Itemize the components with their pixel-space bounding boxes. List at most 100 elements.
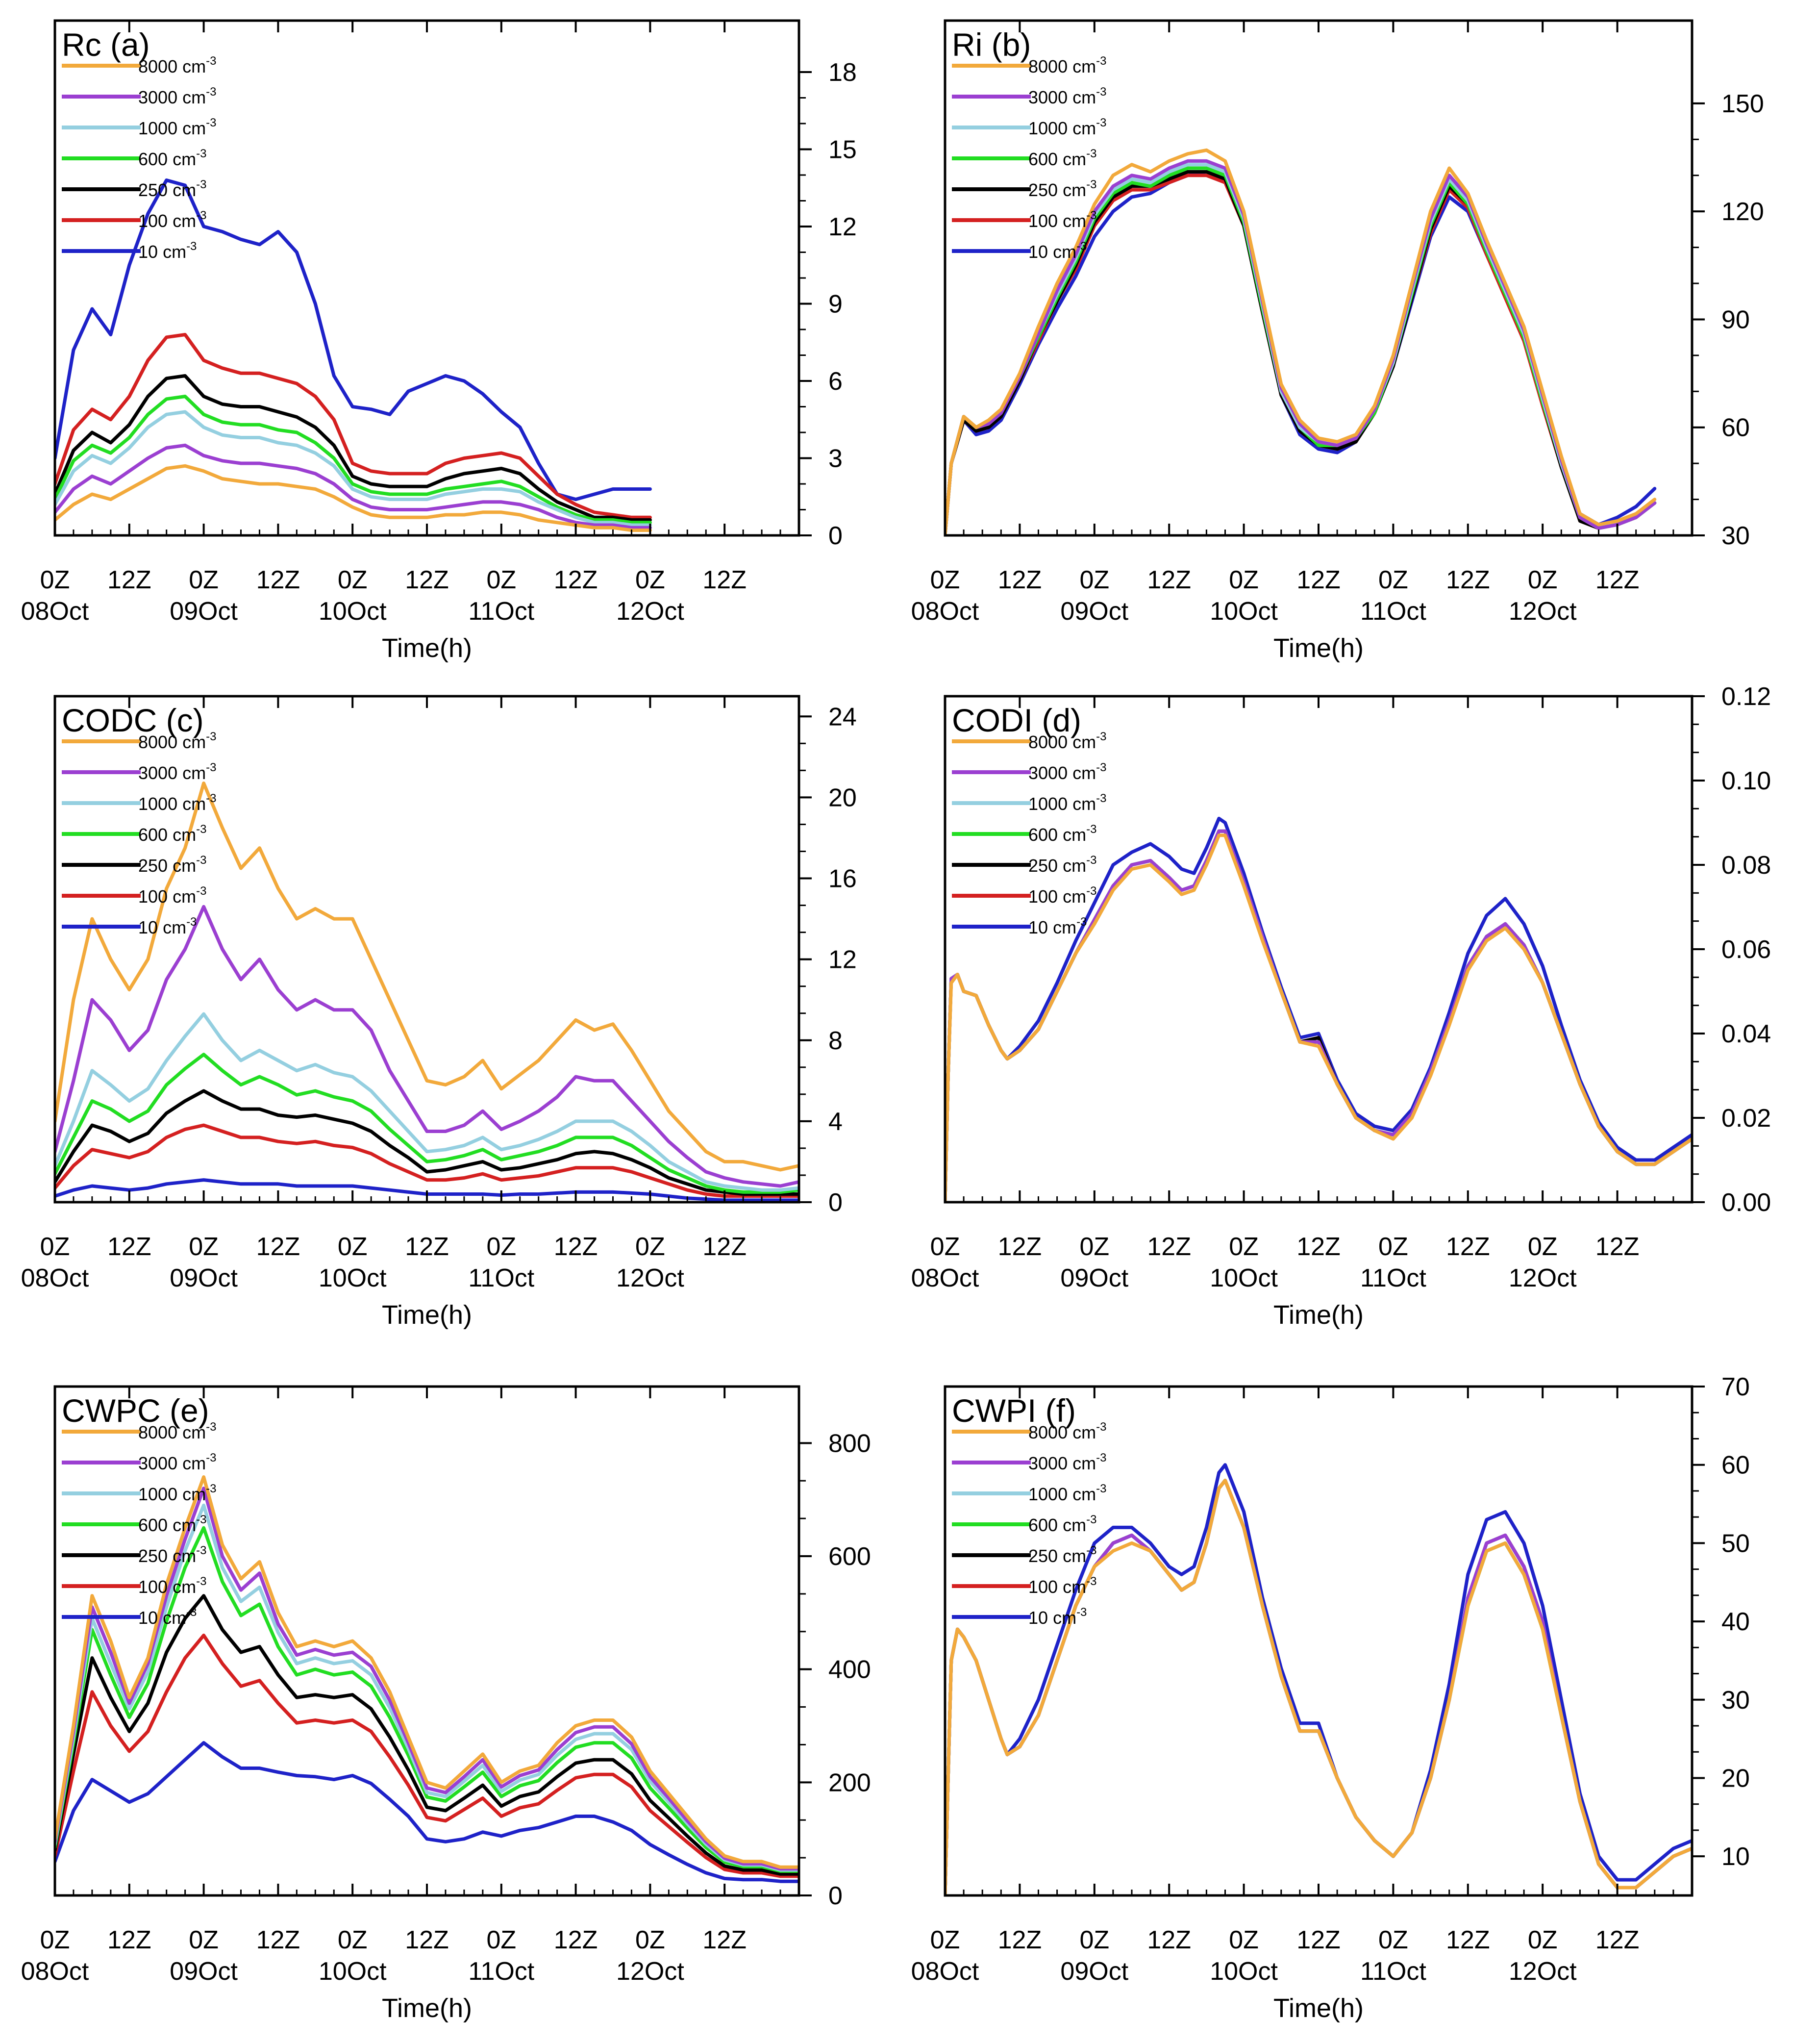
x-tick-date-label: 08Oct <box>911 1957 979 1986</box>
series-line-8000 <box>945 833 1692 1202</box>
x-tick-label: 0Z <box>40 1926 70 1954</box>
panel-title: CODC (c) <box>62 702 204 738</box>
legend-label: 1000 cm-3 <box>1028 792 1106 814</box>
x-tick-date-label: 12Oct <box>1509 1957 1577 1986</box>
series-line-10 <box>945 816 1692 1202</box>
series-line-600 <box>55 395 652 525</box>
x-axis-title: Time(h) <box>382 633 472 663</box>
x-tick-label: 12Z <box>702 1926 747 1954</box>
y-tick-label: 60 <box>1721 1451 1750 1480</box>
series-line-600 <box>55 1053 799 1194</box>
x-tick-label: 12Z <box>1296 566 1341 594</box>
legend-label: 3000 cm-3 <box>138 85 216 107</box>
legend-label: 1000 cm-3 <box>1028 1482 1106 1504</box>
x-tick-date-label: 09Oct <box>170 597 238 626</box>
x-tick-label: 12Z <box>405 566 449 594</box>
x-tick-date-label: 11Oct <box>1360 1957 1426 1986</box>
y-tick-label: 90 <box>1721 305 1750 334</box>
y-tick-label: 9 <box>828 290 843 319</box>
y-tick-label: 800 <box>828 1429 871 1458</box>
series-line-600 <box>945 1479 1692 1895</box>
x-tick-label: 0Z <box>338 1233 368 1261</box>
y-tick-label: 18 <box>828 58 857 87</box>
panel-a: 0Z 08Oct 12Z 0Z 09Oct 12Z 0Z 10Oct 12Z 0Z 11Oct 12Z… <box>21 19 857 663</box>
y-tick-label: 15 <box>828 136 857 164</box>
series-line-8000 <box>945 1479 1692 1895</box>
legend-label: 1000 cm-3 <box>138 116 216 138</box>
x-tick-label: 12Z <box>1446 566 1490 594</box>
x-tick-date-label: 08Oct <box>911 1264 979 1292</box>
x-tick-label: 0Z <box>1528 1233 1558 1261</box>
panel-e: 0Z 08Oct 12Z 0Z 09Oct 12Z 0Z 10Oct 12Z 0Z 11Oct 12Z… <box>21 1385 871 2023</box>
y-tick-label: 70 <box>1721 1373 1750 1401</box>
y-tick-label: 600 <box>828 1542 871 1571</box>
x-tick-date-label: 08Oct <box>21 597 89 626</box>
x-tick-label: 12Z <box>1595 1926 1640 1954</box>
x-tick-date-label: 11Oct <box>468 1264 534 1292</box>
legend-label: 10 cm-3 <box>138 1606 197 1628</box>
y-tick-label: 50 <box>1721 1529 1750 1558</box>
y-tick-label: 24 <box>828 703 857 731</box>
y-tick-label: 0 <box>828 522 843 550</box>
x-tick-label: 12Z <box>702 1233 747 1261</box>
y-tick-label: 20 <box>828 783 857 812</box>
y-tick-label: 400 <box>828 1656 871 1684</box>
x-tick-date-label: 09Oct <box>1060 1264 1128 1292</box>
panel-title: Rc (a) <box>62 26 150 63</box>
legend-label: 3000 cm-3 <box>1028 761 1106 783</box>
x-tick-label: 0Z <box>930 566 960 594</box>
series-line-8000 <box>55 1475 799 1869</box>
legend: 8000 cm-3 3000 cm-3 1000 cm-3 600 cm-3 250 c… <box>952 1420 1106 1628</box>
series-line-1000 <box>55 1012 799 1192</box>
x-tick-label: 12Z <box>107 1233 151 1261</box>
x-tick-label: 0Z <box>1378 1926 1408 1954</box>
legend-label: 600 cm-3 <box>1028 147 1096 169</box>
legend-label: 600 cm-3 <box>1028 823 1096 845</box>
x-tick-label: 12Z <box>405 1233 449 1261</box>
legend: 8000 cm-3 3000 cm-3 1000 cm-3 600 cm-3 250 c… <box>62 1420 216 1628</box>
legend-label: 250 cm-3 <box>1028 178 1096 200</box>
x-tick-label: 12Z <box>554 1233 598 1261</box>
x-tick-date-label: 11Oct <box>1360 1264 1426 1292</box>
legend-label: 600 cm-3 <box>1028 1513 1096 1535</box>
x-tick-label: 0Z <box>930 1233 960 1261</box>
x-tick-date-label: 10Oct <box>1210 1264 1278 1292</box>
x-tick-date-label: 12Oct <box>1509 597 1577 626</box>
y-tick-label: 30 <box>1721 522 1750 550</box>
x-axis-title: Time(h) <box>1273 1300 1364 1330</box>
legend-label: 8000 cm-3 <box>138 1420 216 1442</box>
series-line-8000 <box>945 148 1657 535</box>
x-tick-label: 12Z <box>256 566 300 594</box>
x-tick-label: 0Z <box>1229 1926 1259 1954</box>
y-tick-label: 0.04 <box>1721 1020 1771 1048</box>
series-line-10 <box>55 1741 799 1883</box>
y-tick-label: 12 <box>828 213 857 241</box>
y-tick-label: 0.02 <box>1721 1104 1771 1133</box>
series-line-250 <box>55 1594 799 1876</box>
y-tick-label: 0 <box>828 1882 843 1910</box>
series-line-10 <box>55 178 652 501</box>
legend-label: 1000 cm-3 <box>138 792 216 814</box>
x-tick-date-label: 08Oct <box>911 597 979 626</box>
panel-title: Ri (b) <box>952 26 1031 63</box>
series-line-250 <box>55 374 652 522</box>
legend-label: 8000 cm-3 <box>1028 730 1106 752</box>
x-tick-date-label: 12Oct <box>616 1957 684 1986</box>
x-tick-date-label: 12Oct <box>616 1264 684 1292</box>
series-line-100 <box>945 1479 1692 1895</box>
x-tick-date-label: 12Oct <box>1509 1264 1577 1292</box>
x-tick-label: 0Z <box>40 1233 70 1261</box>
legend: 8000 cm-3 3000 cm-3 1000 cm-3 600 cm-3 250 c… <box>952 54 1106 262</box>
series-line-1000 <box>55 410 652 527</box>
series-line-600 <box>55 1526 799 1873</box>
legend-label: 250 cm-3 <box>138 854 206 876</box>
y-tick-label: 150 <box>1721 90 1764 118</box>
x-tick-date-label: 12Oct <box>616 597 684 626</box>
x-axis-title: Time(h) <box>1273 633 1364 663</box>
y-tick-label: 0.08 <box>1721 851 1771 880</box>
series-line-3000 <box>55 1487 799 1871</box>
x-tick-label: 0Z <box>486 1926 516 1954</box>
x-tick-label: 0Z <box>635 1926 665 1954</box>
legend-label: 100 cm-3 <box>1028 209 1096 231</box>
